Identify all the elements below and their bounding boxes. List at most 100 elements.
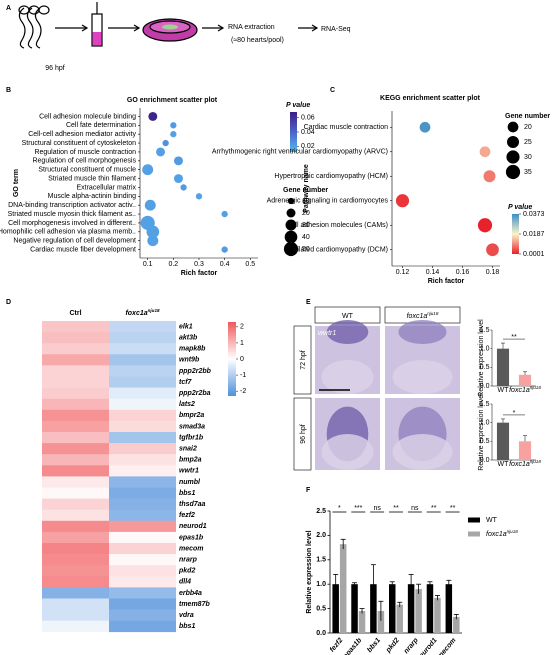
panel-label: F: [306, 487, 311, 494]
point: [170, 131, 177, 138]
point: [146, 225, 160, 239]
row-label: epas1b: [179, 534, 204, 541]
significance: **: [450, 505, 456, 512]
bar: [389, 584, 396, 633]
significance: **: [393, 505, 399, 512]
x-tick-label-superscript: nju18: [530, 385, 542, 390]
size-legend-marker: [286, 208, 296, 218]
heatmap-cell: [109, 321, 176, 333]
row-label: elk1: [179, 323, 193, 330]
row-label: bmp2a: [179, 457, 202, 464]
x-tick-label: 0.3: [194, 261, 204, 268]
colorbar-tick-label: 0: [240, 356, 244, 363]
y-tick-label: 0.0: [480, 457, 490, 464]
point: [221, 210, 228, 218]
x-tick-label: epas1b: [342, 636, 363, 655]
colorbar: [290, 112, 297, 152]
bar: [407, 584, 415, 633]
heatmap-cell: [42, 365, 109, 377]
x-tick-label: 0.1: [143, 261, 153, 268]
y-tick-label: Extracellular matrix: [76, 184, 136, 191]
y-tick-label: Structural constituent of cytoskeleton: [22, 140, 136, 147]
arrow-head: [133, 24, 141, 32]
point: [486, 243, 499, 257]
size-legend-marker: [505, 164, 521, 180]
panel-label: D: [6, 299, 11, 306]
y-tick-label: Regulation of cell morphogenesis: [32, 158, 136, 165]
point: [479, 146, 491, 158]
row-label: neurod1: [179, 523, 207, 530]
heatmap-cell: [42, 620, 109, 633]
heatmap-cell: [109, 365, 176, 377]
heatmap-cell: [109, 487, 176, 499]
embryo: [18, 7, 26, 49]
heatmap-cell: [109, 620, 176, 633]
y-tick-label: 1.0: [480, 346, 490, 353]
x-tick-label: fezf2: [329, 637, 345, 654]
y-tick-label: Cell adhesion molecules (CAMs): [286, 222, 388, 229]
size-legend-marker: [285, 219, 297, 231]
heatmap-cell: [109, 609, 176, 621]
heatmap-cell: [109, 398, 176, 411]
y-tick-label: Hypertrophic cardiomyopathy (HCM): [274, 173, 388, 180]
heatmap-cell: [42, 587, 109, 599]
column-header-superscript: nju18: [427, 311, 439, 316]
y-tick-label: Cardiac muscle contraction: [304, 124, 389, 131]
row-label: vdra: [179, 612, 194, 619]
heatmap-cell: [109, 565, 176, 577]
bar: [518, 441, 532, 460]
colorbar-tick-label: 0.02: [301, 143, 315, 150]
point: [195, 193, 203, 200]
heatmap-cell: [42, 387, 109, 399]
y-tick-label: 2.0: [316, 532, 326, 539]
y-tick-label: Structural constituent of muscle: [38, 167, 136, 174]
colorbar-tick-label: 0.0001: [523, 251, 545, 258]
bar: [332, 584, 339, 633]
y-axis-label: GO term: [13, 169, 20, 197]
row-label: akt3b: [179, 334, 198, 341]
x-tick-label: bbs1: [366, 637, 382, 654]
heatmap-cell: [109, 332, 176, 344]
y-tick-label: 2.5: [316, 508, 326, 515]
significance: **: [511, 334, 517, 341]
row-label: tgfbr1b: [179, 434, 204, 441]
heatmap-cell: [42, 465, 109, 477]
x-tick-label-superscript: nju18: [530, 459, 542, 464]
image-tissue: [321, 434, 374, 470]
point: [142, 164, 154, 176]
embryo: [26, 7, 34, 49]
legend-label-superscript: nju18: [507, 529, 519, 534]
size-legend-marker: [284, 230, 298, 244]
heatmap-cell: [42, 354, 109, 366]
heatmap-cell: [42, 609, 109, 621]
arrow-head: [311, 24, 319, 32]
y-axis-label: Relative expression level: [478, 393, 485, 471]
heatmap-cell: [109, 420, 176, 433]
point: [180, 184, 187, 191]
x-tick-label: pkd2: [384, 637, 401, 655]
heatmap-cell: [42, 321, 109, 333]
size-legend-marker: [507, 121, 519, 133]
point: [483, 170, 496, 183]
legend-swatch: [468, 517, 480, 523]
row-label: lats2: [179, 401, 195, 408]
bar: [445, 584, 453, 633]
size-legend-marker: [287, 197, 295, 205]
x-tick-label: 0.14: [426, 269, 440, 276]
y-tick-label: 0.5: [316, 605, 326, 612]
y-tick-label: 1.5: [316, 557, 326, 564]
embryo-head: [38, 5, 50, 15]
column-label: foxc1anju18: [125, 308, 160, 317]
x-tick-label: 0.12: [396, 269, 410, 276]
row-label: tmem87b: [179, 601, 210, 608]
y-axis-label: Pathway name: [303, 164, 310, 213]
heatmap-cell: [109, 409, 176, 422]
heatmap-cell: [109, 443, 176, 455]
x-tick-label: 0.2: [168, 261, 178, 268]
x-axis-label: Rich factor: [181, 270, 218, 277]
heatmap-cell: [42, 520, 109, 533]
heatmap-cell: [42, 420, 109, 433]
y-tick-label: 1.0: [480, 420, 490, 427]
heatmap-cell: [109, 598, 176, 610]
image-stain: [326, 320, 369, 344]
